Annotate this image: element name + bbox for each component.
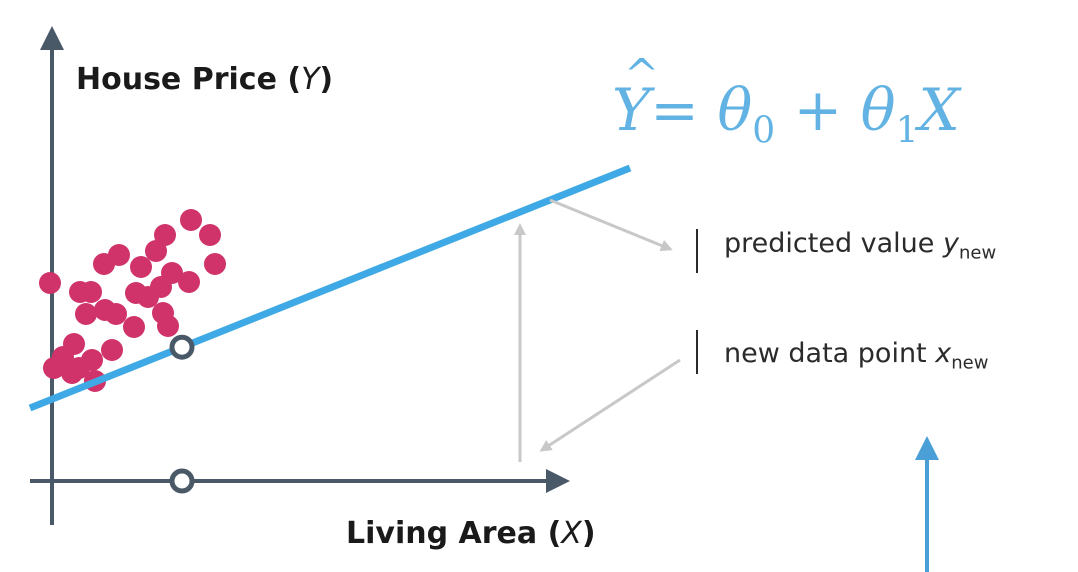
x-axis-title: Living Area (X) <box>346 516 596 551</box>
data-point-8 <box>75 303 97 325</box>
new-data-point-marker <box>169 468 195 494</box>
arrow-to-predicted-label <box>549 198 673 252</box>
equation-theta1: θ <box>860 76 896 144</box>
equation-plus: + <box>775 76 861 144</box>
predicted-value-text: predicted value <box>724 228 943 259</box>
new-data-point-var: x <box>935 338 952 369</box>
equation-equals: = <box>650 76 718 144</box>
data-points <box>39 209 226 392</box>
predicted-value-var: y <box>943 228 959 259</box>
data-point-5 <box>63 333 85 355</box>
data-point-27 <box>178 271 200 293</box>
data-point-21 <box>145 240 167 262</box>
data-point-26 <box>161 262 183 284</box>
data-point-1 <box>39 272 61 294</box>
helper-arrows <box>514 198 681 462</box>
data-point-29 <box>199 224 221 246</box>
new-data-point-label: new data point xnew <box>724 338 988 373</box>
y-axis-label-text: House Price <box>76 62 277 97</box>
data-point-19 <box>130 256 152 278</box>
data-point-17 <box>123 316 145 338</box>
data-point-16 <box>108 244 130 266</box>
blue-up-arrow <box>915 436 939 572</box>
predicted-point-marker <box>169 334 195 360</box>
x-axis-label-text: Living Area <box>346 516 538 551</box>
equation-theta1-sub: 1 <box>895 110 919 152</box>
new-data-point-sub: new <box>951 352 989 374</box>
data-point-15 <box>105 303 127 325</box>
axes <box>30 26 570 525</box>
x-axis-symbol: X <box>561 516 582 551</box>
data-point-10 <box>81 349 103 371</box>
equation-theta0-sub: 0 <box>752 110 776 152</box>
y-axis-arrowhead <box>40 26 64 50</box>
regression-line <box>28 164 632 412</box>
data-point-28 <box>180 209 202 231</box>
y-axis-symbol: Y <box>301 62 320 97</box>
data-point-30 <box>204 253 226 275</box>
predicted-value-label: predicted value ynew <box>724 228 996 263</box>
new-data-point-text: new data point <box>724 338 936 369</box>
y-axis-title: House Price (Y) <box>76 62 334 97</box>
equation-y-hat: Y <box>612 50 660 144</box>
predicted-value-sub: new <box>958 242 997 264</box>
equation-x: X <box>918 76 960 144</box>
data-point-14 <box>101 339 123 361</box>
data-point-24 <box>154 224 176 246</box>
data-point-9 <box>80 281 102 303</box>
regression-equation: Y= θ0 + θ1X <box>612 50 960 152</box>
equation-theta0: θ <box>717 76 753 144</box>
arrow-from-new-point-label <box>539 358 681 452</box>
data-point-25 <box>157 315 179 337</box>
x-axis-arrowhead <box>546 469 570 493</box>
